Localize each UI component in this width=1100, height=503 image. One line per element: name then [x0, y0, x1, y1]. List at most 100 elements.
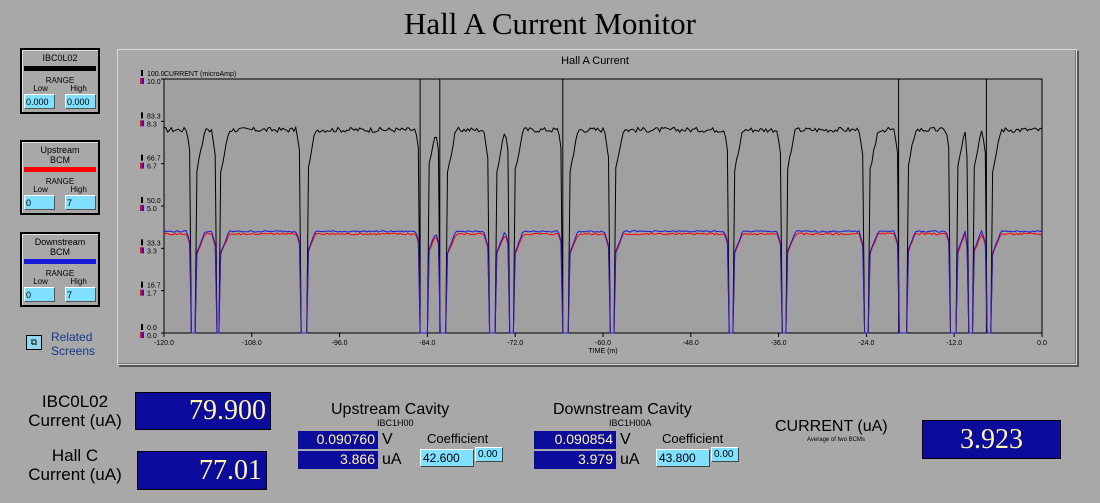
- y-axis-color-key: [141, 197, 143, 203]
- x-tick-label: -24.0: [858, 340, 874, 347]
- y-axis-color-key: [140, 162, 142, 169]
- range-low-input[interactable]: [24, 287, 55, 302]
- y-tick-label-scaled: 0.0: [147, 333, 157, 340]
- y-tick-label-scaled: 8.3: [147, 121, 157, 128]
- legend-name: Downstream BCM: [34, 237, 86, 257]
- y-axis-color-key: [141, 112, 143, 119]
- upstream-current: 3.866: [298, 451, 378, 469]
- low-label: Low: [33, 277, 48, 286]
- range-low-input[interactable]: [24, 94, 55, 109]
- downstream-cavity-sub: IBC1H00A: [609, 418, 652, 428]
- y-tick-label: 100.0: [147, 71, 165, 78]
- upstream-coefficient-input[interactable]: [420, 449, 474, 467]
- legend-ibc0l02: IBC0L02 RANGE Low High: [20, 48, 100, 114]
- x-tick-label: -12.0: [946, 340, 962, 347]
- hallc-current-label: Hall C Current (uA): [28, 446, 122, 484]
- range-high-input[interactable]: [65, 195, 96, 210]
- range-label: RANGE: [45, 269, 75, 278]
- y-axis-color-key: [141, 70, 143, 76]
- y-tick-label: 33.3: [147, 240, 161, 247]
- x-axis-label: TIME (m): [588, 348, 617, 355]
- y-tick-label: 16.7: [147, 283, 161, 290]
- high-label: High: [70, 84, 87, 93]
- y-axis-color-key: [140, 247, 142, 254]
- y-axis-color-key: [140, 78, 142, 84]
- y-axis-color-key: [141, 239, 143, 246]
- legend-color-swatch: [24, 167, 96, 172]
- x-tick-label: -96.0: [332, 340, 348, 347]
- x-tick-label: -108.0: [242, 340, 262, 347]
- y-axis-color-key: [140, 332, 142, 338]
- legend-name: Upstream BCM: [40, 145, 80, 165]
- y-axis-color-key: [142, 205, 144, 211]
- high-label: High: [70, 277, 87, 286]
- high-label: High: [70, 185, 87, 194]
- related-screens-label[interactable]: Related Screens: [51, 330, 96, 358]
- chart-title: Hall A Current: [561, 55, 629, 67]
- upstream-offset-input[interactable]: [475, 447, 503, 462]
- legend-downstream-bcm: Downstream BCM RANGE Low High: [20, 232, 100, 307]
- y-axis-label: CURRENT (microAmp): [164, 71, 236, 78]
- range-high-input[interactable]: [65, 287, 96, 302]
- downstream-coefficient-input[interactable]: [656, 449, 710, 467]
- coefficient-label: Coefficient: [662, 431, 724, 446]
- low-label: Low: [33, 185, 48, 194]
- chart-panel: Hall A Current CURRENT (microAmp) TIME (m)…: [117, 49, 1077, 365]
- y-axis-color-key: [142, 78, 144, 84]
- y-axis-color-key: [141, 281, 143, 288]
- y-axis-color-key: [141, 324, 143, 330]
- average-current-label: CURRENT (uA): [775, 418, 888, 435]
- x-tick-label: 0.0: [1037, 340, 1047, 347]
- y-tick-label: 66.7: [147, 156, 161, 163]
- y-axis-color-key: [142, 332, 144, 338]
- x-tick-label: -72.0: [507, 340, 523, 347]
- y-tick-label-scaled: 6.7: [147, 164, 157, 171]
- range-low-input[interactable]: [24, 195, 55, 210]
- upstream-cavity-title: Upstream Cavity: [331, 401, 450, 418]
- range-label: RANGE: [45, 76, 75, 85]
- x-tick-label: -84.0: [419, 340, 435, 347]
- range-high-input[interactable]: [65, 94, 96, 109]
- legend-color-swatch: [24, 259, 96, 264]
- y-axis-color-key: [140, 205, 142, 211]
- downstream-current: 3.979: [534, 451, 616, 469]
- legend-color-swatch: [24, 66, 96, 71]
- low-label: Low: [33, 84, 48, 93]
- y-tick-label-scaled: 3.3: [147, 248, 157, 255]
- range-label: RANGE: [45, 177, 75, 186]
- amp-unit: uA: [382, 451, 402, 468]
- current-chart: Hall A Current CURRENT (microAmp) TIME (m)…: [140, 55, 1047, 355]
- volt-unit: V: [382, 431, 393, 448]
- y-axis-color-key: [142, 289, 144, 296]
- average-current-value: 3.923: [922, 420, 1061, 459]
- volt-unit: V: [620, 431, 631, 448]
- hallc-current-value: 77.01: [137, 451, 267, 490]
- downstream-offset-input[interactable]: [711, 447, 739, 462]
- upstream-voltage: 0.090760: [298, 431, 378, 449]
- ibc-current-label: IBC0L02 Current (uA): [28, 392, 122, 430]
- downstream-cavity-title: Downstream Cavity: [553, 401, 692, 418]
- x-tick-label: -60.0: [595, 340, 611, 347]
- y-axis-color-key: [140, 289, 142, 296]
- series-line-upstream-bcm: [163, 232, 1043, 334]
- y-axis-color-key: [142, 120, 144, 127]
- average-current-sub: Average of two BCMs: [807, 437, 865, 443]
- x-tick-label: -120.0: [154, 340, 174, 347]
- x-tick-label: -36.0: [771, 340, 787, 347]
- x-tick-label: -48.0: [683, 340, 699, 347]
- coefficient-label: Coefficient: [427, 431, 489, 446]
- y-tick-label-scaled: 5.0: [147, 206, 157, 213]
- amp-unit: uA: [620, 451, 640, 468]
- ibc-current-value: 79.900: [135, 392, 271, 430]
- y-axis-color-key: [140, 120, 142, 127]
- legend-name: IBC0L02: [42, 53, 78, 63]
- downstream-voltage: 0.090854: [534, 431, 616, 449]
- y-axis-color-key: [141, 154, 143, 161]
- legend-upstream-bcm: Upstream BCM RANGE Low High: [20, 140, 100, 215]
- y-tick-label: 50.0: [147, 198, 161, 205]
- series-line-downstream-bcm: [163, 229, 1043, 334]
- y-tick-label-scaled: 10.0: [147, 79, 161, 86]
- y-tick-label-scaled: 1.7: [147, 291, 157, 298]
- related-screens-icon[interactable]: ⧉: [26, 335, 42, 350]
- plot-area: [163, 78, 1043, 334]
